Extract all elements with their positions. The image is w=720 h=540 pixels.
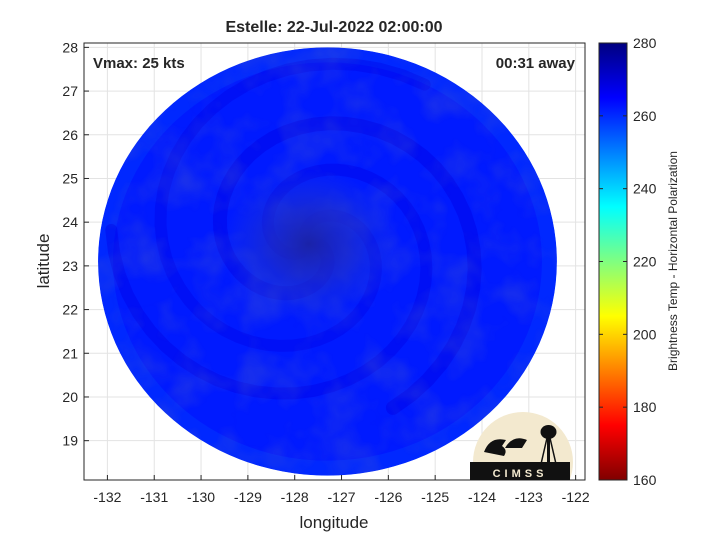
colorbar-tick-label: 160 bbox=[633, 472, 657, 488]
cold-core bbox=[223, 169, 394, 320]
x-tick-label: -128 bbox=[281, 489, 309, 505]
y-tick-label: 28 bbox=[62, 39, 78, 55]
logo-dish-icon bbox=[484, 439, 506, 456]
x-tick-label: -132 bbox=[93, 489, 121, 505]
x-tick-label: -125 bbox=[421, 489, 449, 505]
y-tick-label: 23 bbox=[62, 258, 78, 274]
colorbar-tick-label: 280 bbox=[633, 35, 657, 51]
x-axis-ticks: -132 -131 -130 -129 -128 -127 -126 -125 -124 -123… bbox=[93, 475, 590, 505]
vmax-annotation: Vmax: 25 kts bbox=[93, 55, 185, 72]
y-tick-label: 24 bbox=[62, 214, 78, 230]
colorbar-label: Brightness Temp - Horizontal Polarizatio… bbox=[666, 151, 680, 371]
colorbar bbox=[598, 42, 628, 481]
swath-image bbox=[98, 47, 557, 476]
x-axis-label: longitude bbox=[299, 513, 368, 532]
x-tick-label: -122 bbox=[562, 489, 590, 505]
logo-dish-icon-2 bbox=[505, 438, 527, 448]
time-away-annotation: 00:31 away bbox=[496, 55, 576, 72]
x-tick-label: -126 bbox=[374, 489, 402, 505]
y-tick-label: 19 bbox=[62, 433, 78, 449]
x-tick-label: -131 bbox=[140, 489, 168, 505]
y-tick-label: 21 bbox=[62, 345, 78, 361]
x-tick-label: -130 bbox=[187, 489, 215, 505]
colorbar-tick-label: 220 bbox=[633, 254, 657, 270]
logo-tank-icon bbox=[540, 425, 557, 439]
swath-disk bbox=[98, 47, 557, 476]
logo-tower-icon bbox=[547, 436, 550, 464]
logo-tower-legs-icon bbox=[540, 437, 557, 465]
plot-border bbox=[83, 42, 586, 481]
colorbar-tick-label: 260 bbox=[633, 108, 657, 124]
logo-ground bbox=[470, 462, 570, 480]
colorbar-tick-label: 200 bbox=[633, 326, 657, 342]
y-tick-label: 25 bbox=[62, 170, 78, 186]
y-tick-label: 22 bbox=[62, 302, 78, 318]
colorbar-ticks: 160 180 200 220 240 260 280 bbox=[599, 35, 657, 488]
chart-title: Estelle: 22-Jul-2022 02:00:00 bbox=[225, 19, 442, 36]
x-tick-label: -127 bbox=[328, 489, 356, 505]
y-axis-label: latitude bbox=[34, 234, 53, 289]
x-tick-label: -123 bbox=[515, 489, 543, 505]
x-tick-label: -124 bbox=[468, 489, 496, 505]
y-tick-label: 20 bbox=[62, 389, 78, 405]
colorbar-tick-label: 240 bbox=[633, 181, 657, 197]
y-axis-ticks: 19 20 21 22 23 24 25 26 27 28 bbox=[62, 39, 89, 449]
colorbar-tick-label: 180 bbox=[633, 399, 657, 415]
y-tick-label: 26 bbox=[62, 127, 78, 143]
x-tick-label: -129 bbox=[234, 489, 262, 505]
cimss-logo: CIMSS bbox=[470, 412, 573, 480]
y-tick-label: 27 bbox=[62, 83, 78, 99]
logo-text: CIMSS bbox=[493, 468, 548, 480]
